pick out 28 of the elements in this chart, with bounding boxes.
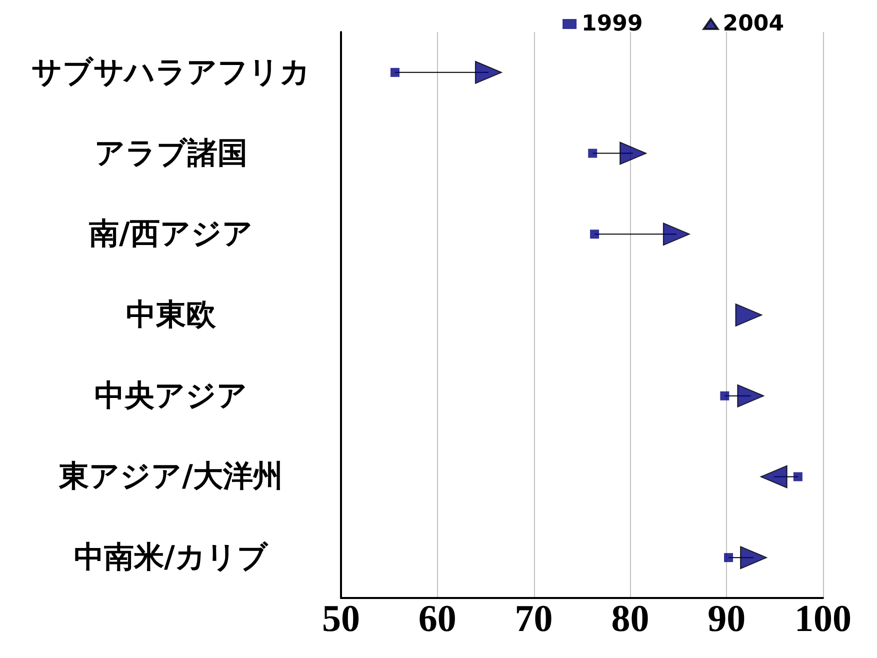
point: [793, 472, 802, 482]
point: [662, 222, 690, 246]
y-tick-label: サブサハラアフリカ: [32, 54, 310, 90]
point: [590, 230, 600, 239]
x-tick-label: 70: [514, 598, 553, 640]
y-tick-label: アラブ諸国: [94, 136, 248, 171]
x-tick-label: 100: [794, 598, 852, 640]
x-tick-label: 60: [418, 598, 456, 640]
point: [737, 384, 764, 408]
point: [720, 391, 730, 400]
y-tick-label: 東アジア/大洋州: [58, 459, 283, 494]
point: [588, 148, 598, 158]
point: [740, 546, 768, 570]
point: [390, 68, 400, 77]
y-tick-label: 中央アジア: [94, 378, 248, 414]
y-tick-label: 南/西アジア: [89, 216, 253, 252]
point: [474, 60, 502, 84]
x-tick-label: 90: [708, 598, 746, 640]
y-tick-label: 中東欧: [126, 298, 217, 332]
legend-label: 1999: [582, 12, 643, 36]
legend-label: 2004: [722, 12, 784, 36]
x-tick-label: 80: [611, 598, 650, 640]
x-tick-label: 50: [322, 598, 360, 640]
point: [620, 142, 647, 165]
y-tick-label: 中南米/カリブ: [74, 540, 269, 576]
point: [735, 304, 762, 326]
point: [724, 553, 734, 562]
point: [760, 465, 788, 488]
